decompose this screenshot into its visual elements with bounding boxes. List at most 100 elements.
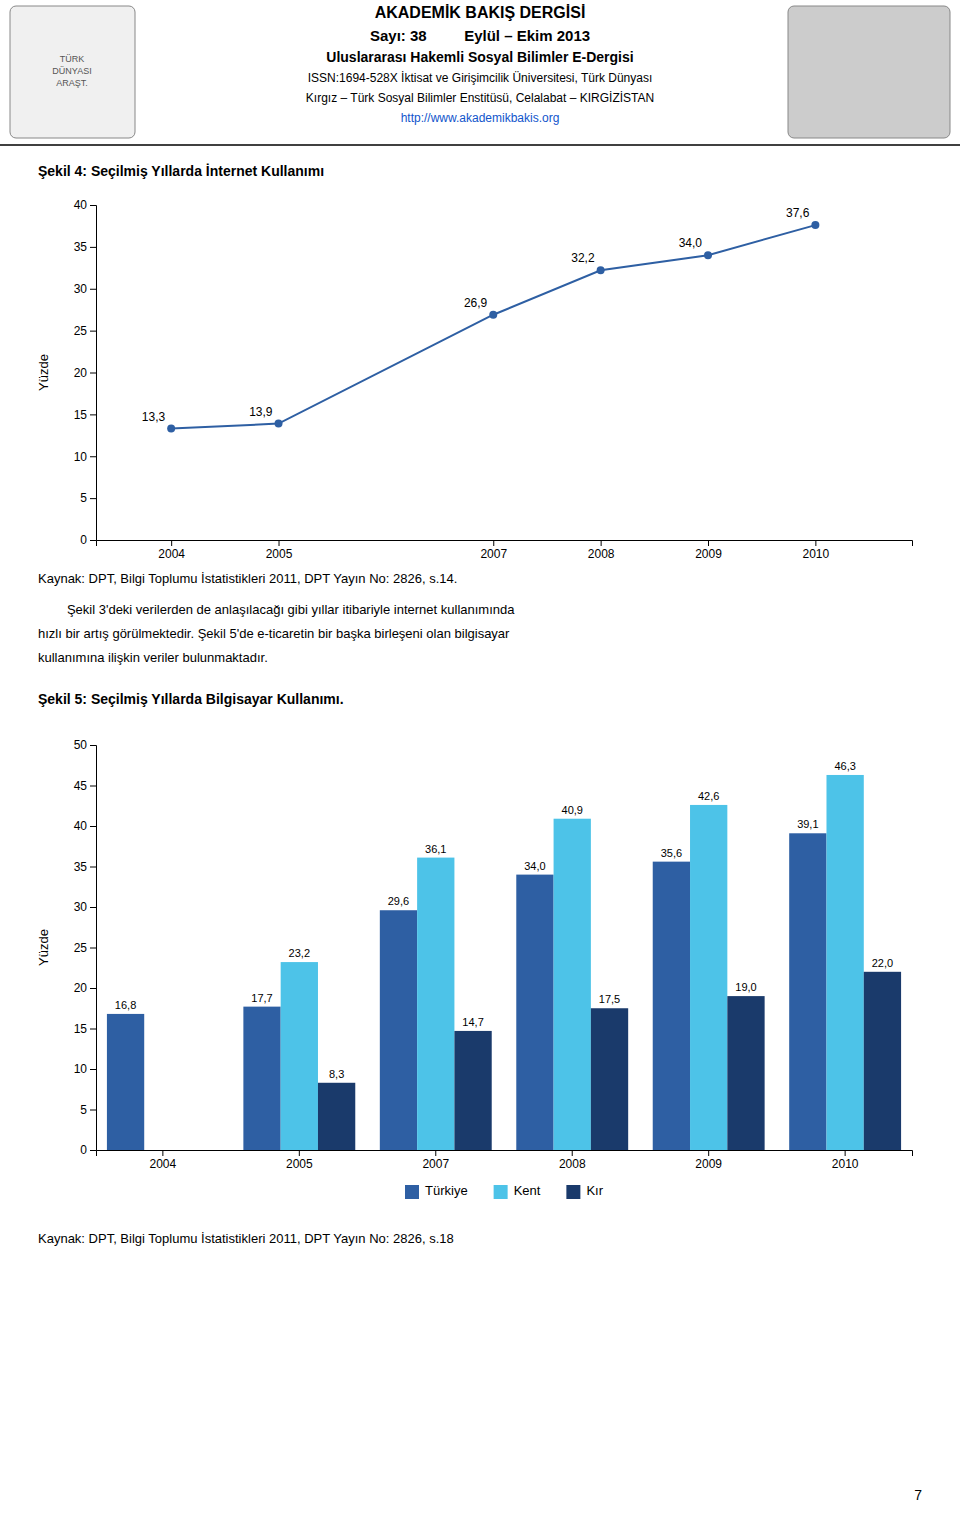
axis-line bbox=[97, 1151, 913, 1157]
tick-label: 20 bbox=[74, 366, 88, 380]
tick-label: 2009 bbox=[695, 1157, 722, 1171]
legend-swatch bbox=[566, 1185, 580, 1199]
logo-text: DÜNYASI bbox=[52, 66, 91, 76]
tick-label: 5 bbox=[80, 491, 87, 505]
tick: 15 bbox=[74, 408, 96, 422]
logo-text: ARAŞT. bbox=[56, 78, 88, 88]
axis-title: Yüzde bbox=[36, 929, 51, 966]
bar bbox=[789, 833, 826, 1150]
page-number: 7 bbox=[914, 1487, 922, 1503]
plot-area bbox=[167, 221, 819, 433]
header-line: http://www.akademikbakis.org bbox=[401, 111, 560, 125]
header-line: AKADEMİK BAKIŞ DERGİSİ bbox=[375, 4, 586, 21]
data-label: 34,0 bbox=[524, 860, 545, 872]
legend: TürkiyeKentKır bbox=[405, 1183, 604, 1199]
tick-label: 2004 bbox=[150, 1157, 177, 1171]
tick-label: 20 bbox=[74, 981, 88, 995]
tick-mark bbox=[708, 540, 709, 546]
tick-mark bbox=[90, 826, 96, 827]
tick-label: 0 bbox=[80, 533, 87, 547]
tick-label: 2010 bbox=[832, 1157, 859, 1171]
tick-mark bbox=[90, 456, 96, 457]
bar bbox=[516, 875, 553, 1150]
tick-mark bbox=[845, 1150, 846, 1156]
tick: 5 bbox=[80, 491, 96, 505]
legend-label: Türkiye bbox=[425, 1183, 468, 1198]
tick-mark bbox=[90, 1110, 96, 1111]
tick-mark bbox=[90, 867, 96, 868]
tick-mark bbox=[299, 1150, 300, 1156]
header-line: Uluslararası Hakemli Sosyal Bilimler E-D… bbox=[326, 49, 633, 65]
data-label: 46,3 bbox=[834, 760, 855, 772]
axis: 0510152025303540 bbox=[74, 198, 97, 547]
data-label: 29,6 bbox=[388, 895, 409, 907]
legend-swatch bbox=[405, 1185, 419, 1199]
tick-label: 2009 bbox=[695, 547, 722, 561]
tick: 25 bbox=[74, 941, 96, 955]
tick-mark bbox=[90, 498, 96, 499]
legend-label: Kent bbox=[514, 1183, 541, 1198]
bar bbox=[107, 1014, 144, 1150]
tick: 0 bbox=[80, 533, 96, 547]
tick-mark bbox=[90, 907, 96, 908]
data-label: 23,2 bbox=[289, 947, 310, 959]
body-line: hızlı bir artış görülmektedir. Şekil 5'd… bbox=[38, 626, 510, 641]
tick-mark bbox=[435, 1150, 436, 1156]
tick-label: 40 bbox=[74, 198, 88, 212]
tick: 35 bbox=[74, 860, 96, 874]
header-line: Kırgız – Türk Sosyal Bilimler Enstitüsü,… bbox=[306, 91, 654, 105]
data-label: 26,9 bbox=[464, 296, 488, 310]
tick-label: 2005 bbox=[286, 1157, 313, 1171]
tick: 40 bbox=[74, 819, 96, 833]
marker bbox=[597, 266, 605, 274]
data-label: 32,2 bbox=[571, 251, 595, 265]
data-label: 34,0 bbox=[679, 236, 703, 250]
tick-label: 2004 bbox=[158, 547, 185, 561]
marker bbox=[167, 425, 175, 433]
bar-series bbox=[281, 775, 864, 1150]
tick: 0 bbox=[80, 1143, 96, 1157]
source: Kaynak: DPT, Bilgi Toplumu İstatistikler… bbox=[38, 1231, 454, 1246]
tick-label: 0 bbox=[80, 1143, 87, 1157]
axis-line bbox=[90, 746, 97, 1151]
tick-mark bbox=[279, 540, 280, 546]
tick-mark bbox=[90, 205, 96, 206]
bar-series bbox=[318, 972, 901, 1150]
tick: 2005 bbox=[266, 540, 293, 561]
axis: 05101520253035404550 bbox=[74, 738, 97, 1157]
tick-label: 35 bbox=[74, 860, 88, 874]
tick-label: 2008 bbox=[588, 547, 615, 561]
tick-mark bbox=[90, 331, 96, 332]
tick-mark bbox=[601, 540, 602, 546]
tick-label: 45 bbox=[74, 779, 88, 793]
tick-mark bbox=[572, 1150, 573, 1156]
bar bbox=[653, 862, 690, 1150]
tick-mark bbox=[708, 1150, 709, 1156]
marker bbox=[811, 221, 819, 229]
header-line: Sayı: 38 Eylül – Ekim 2013 bbox=[370, 27, 590, 44]
tick: 30 bbox=[74, 282, 96, 296]
tick-mark bbox=[90, 988, 96, 989]
header-border bbox=[0, 144, 960, 146]
tick: 35 bbox=[74, 240, 96, 254]
tick-label: 25 bbox=[74, 941, 88, 955]
body-line: kullanımına ilişkin veriler bulunmaktadı… bbox=[38, 650, 268, 665]
tick-mark bbox=[90, 414, 96, 415]
tick-label: 10 bbox=[74, 1062, 88, 1076]
data-label: 14,7 bbox=[462, 1016, 483, 1028]
tick-label: 10 bbox=[74, 450, 88, 464]
tick-label: 30 bbox=[74, 282, 88, 296]
data-labels: 16,817,729,634,035,639,123,236,140,942,6… bbox=[115, 760, 893, 1080]
tick-mark bbox=[171, 540, 172, 546]
legend-item: Kent bbox=[494, 1183, 541, 1199]
tick-mark bbox=[815, 540, 816, 546]
bar bbox=[454, 1031, 491, 1150]
tick: 2008 bbox=[559, 1150, 586, 1171]
data-label: 19,0 bbox=[735, 981, 756, 993]
axis-line bbox=[97, 541, 913, 547]
data-label: 37,6 bbox=[786, 206, 810, 220]
tick-label: 2008 bbox=[559, 1157, 586, 1171]
data-label: 36,1 bbox=[425, 843, 446, 855]
tick-label: 40 bbox=[74, 819, 88, 833]
tick-mark bbox=[90, 289, 96, 290]
